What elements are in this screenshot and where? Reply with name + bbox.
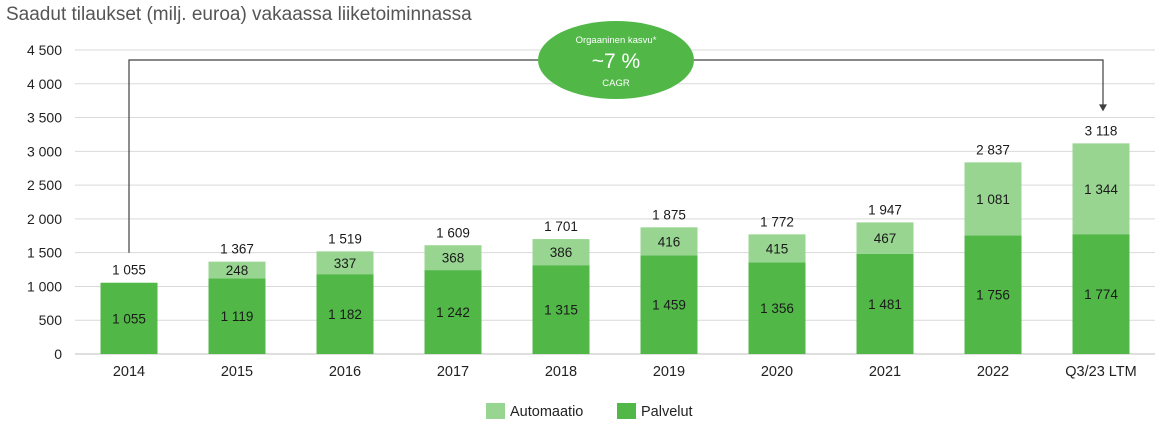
x-tick-label: 2014 — [113, 364, 145, 380]
data-label-palvelut: 1 242 — [436, 305, 470, 320]
y-tick-label: 3 000 — [27, 143, 62, 159]
legend: Automaatio Palvelut — [486, 403, 693, 420]
x-tick-label: 2016 — [329, 364, 361, 380]
x-tick-label: 2015 — [221, 364, 253, 380]
y-tick-label: 4 000 — [27, 76, 62, 92]
x-tick-label: 2020 — [761, 364, 793, 380]
chart-title: Saadut tilaukset (milj. euroa) vakaassa … — [6, 4, 472, 25]
legend-swatch — [617, 403, 636, 419]
cagr-value: ~7 % — [592, 50, 640, 73]
data-label-automaatio: 248 — [226, 263, 249, 278]
data-label-palvelut: 1 459 — [652, 298, 686, 313]
total-label: 1 609 — [436, 225, 470, 240]
data-label-automaatio: 467 — [874, 231, 897, 246]
data-label-palvelut: 1 481 — [868, 297, 902, 312]
bar-segment-automaatio — [532, 239, 590, 266]
bar-segment-automaatio — [316, 251, 374, 275]
data-label-palvelut: 1 055 — [112, 311, 146, 326]
x-tick-label: 2022 — [977, 364, 1009, 380]
bar-segment-palvelut — [208, 278, 266, 354]
data-label-palvelut: 1 119 — [221, 309, 254, 324]
cagr-label-bottom: CAGR — [602, 78, 630, 89]
bar-segment-automaatio — [424, 245, 482, 271]
bar-segment-automaatio — [856, 222, 914, 254]
legend-label: Palvelut — [641, 404, 693, 420]
bar-segment-palvelut — [964, 235, 1022, 354]
data-label-automaatio: 368 — [442, 251, 465, 266]
y-tick-label: 2 000 — [27, 211, 62, 227]
total-label: 1 875 — [652, 207, 686, 222]
y-tick-label: 2 500 — [27, 177, 62, 193]
y-tick-label: 500 — [39, 312, 63, 328]
cagr-annotation: Orgaaninen kasvu* ~7 % CAGR — [128, 21, 1107, 253]
y-tick-label: 1 500 — [27, 245, 62, 261]
bar-segment-palvelut — [532, 265, 590, 354]
bar-segment-palvelut — [424, 270, 482, 354]
data-label-automaatio: 1 344 — [1084, 182, 1118, 197]
x-tick-label: Q3/23 LTM — [1065, 364, 1136, 380]
data-label-automaatio: 337 — [334, 256, 357, 271]
bar-segment-palvelut — [748, 262, 806, 354]
total-label: 1 947 — [868, 202, 902, 217]
data-label-palvelut: 1 356 — [760, 301, 794, 316]
bar-segment-automaatio — [640, 227, 698, 256]
total-label: 1 772 — [760, 214, 794, 229]
bar-segment-automaatio — [964, 162, 1022, 236]
y-tick-label: 3 500 — [27, 110, 62, 126]
bar-segment-palvelut — [856, 253, 914, 354]
bar-segment-palvelut — [640, 255, 698, 354]
x-tick-label: 2019 — [653, 364, 685, 380]
x-axis: 2014 2015 2016 2017 2018 2019 2020 2021 2022 Q3/2… — [113, 364, 1137, 380]
arrow-head-icon — [1099, 104, 1107, 112]
total-label: 2 837 — [976, 142, 1010, 157]
bars: 1 055 1 055 1 119 248 1 367 1 182 337 1 519 1 24… — [100, 123, 1130, 354]
total-label: 1 519 — [328, 231, 362, 246]
total-label: 1 055 — [112, 263, 146, 278]
x-tick-label: 2021 — [869, 364, 901, 380]
total-label: 1 701 — [544, 219, 578, 234]
data-label-automaatio: 416 — [658, 234, 681, 249]
y-axis: 0 500 1 000 1 500 2 000 2 500 3 000 3 500 4 000 4… — [27, 42, 62, 362]
bar-segment-palvelut — [316, 274, 374, 354]
data-label-palvelut: 1 182 — [328, 307, 362, 322]
x-tick-label: 2017 — [437, 364, 469, 380]
data-label-automaatio: 386 — [550, 245, 573, 260]
bar-segment-palvelut — [100, 282, 158, 354]
total-label: 1 367 — [220, 242, 254, 257]
legend-swatch — [486, 403, 505, 419]
bar-segment-palvelut — [1072, 234, 1130, 354]
data-label-automaatio: 1 081 — [976, 192, 1010, 207]
data-label-palvelut: 1 756 — [976, 288, 1010, 303]
legend-label: Automaatio — [510, 404, 583, 420]
bar-segment-automaatio — [208, 261, 266, 279]
total-label: 3 118 — [1085, 123, 1118, 138]
bar-segment-automaatio — [748, 234, 806, 263]
data-label-automaatio: 415 — [766, 241, 789, 256]
cagr-label-top: Orgaaninen kasvu* — [576, 35, 657, 46]
y-tick-label: 1 000 — [27, 278, 62, 294]
cagr-bubble — [538, 21, 694, 99]
bar-segment-automaatio — [1072, 143, 1130, 235]
y-tick-label: 4 500 — [27, 42, 62, 58]
y-tick-label: 0 — [54, 346, 62, 362]
x-tick-label: 2018 — [545, 364, 577, 380]
data-label-palvelut: 1 315 — [544, 303, 578, 318]
data-label-palvelut: 1 774 — [1084, 287, 1118, 302]
